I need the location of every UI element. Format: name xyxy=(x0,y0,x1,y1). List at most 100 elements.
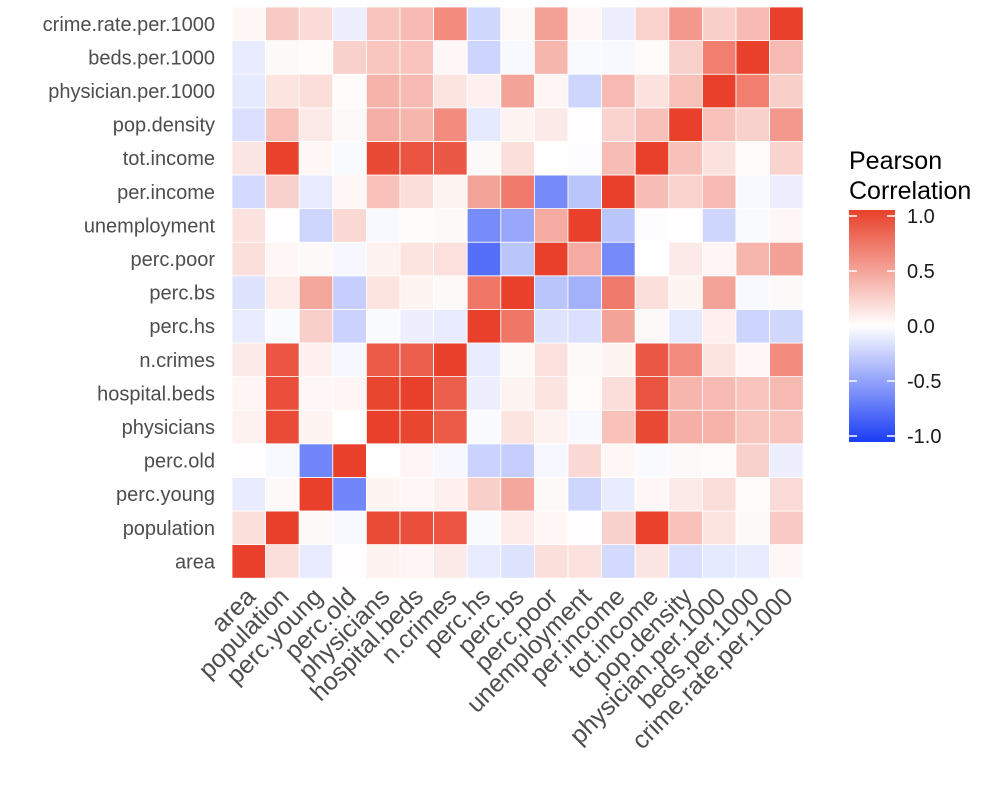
heatmap-cell-perc.bs-population xyxy=(265,275,300,310)
heatmap-cell-perc.old-beds.per.1000 xyxy=(735,443,770,478)
legend-title-line-2: Correlation xyxy=(849,177,971,205)
heatmap-cell-per.income-perc.bs xyxy=(500,174,535,209)
heatmap-cell-physicians-population xyxy=(265,409,300,445)
heatmap-cell-population-tot.income xyxy=(634,510,670,545)
heatmap-cell-hospital.beds-physicians xyxy=(365,376,401,411)
heatmap-cell-physician.per.1000-hospital.beds xyxy=(399,73,434,109)
heatmap-cell-perc.bs-hospital.beds xyxy=(399,275,434,310)
heatmap-cell-beds.per.1000-per.income xyxy=(601,40,636,75)
heatmap-cell-n.crimes-physician.per.1000 xyxy=(702,342,737,377)
heatmap-cell-physician.per.1000-unemployment xyxy=(567,73,602,109)
heatmap-cell-tot.income-perc.old xyxy=(332,140,367,176)
heatmap-cell-n.crimes-population xyxy=(265,342,300,377)
heatmap-cell-area-physician.per.1000 xyxy=(702,544,737,579)
heatmap-cell-tot.income-hospital.beds xyxy=(399,140,434,176)
heatmap-cell-beds.per.1000-perc.hs xyxy=(466,40,502,75)
heatmap-cell-perc.young-area xyxy=(231,476,266,512)
heatmap-cell-physicians-beds.per.1000 xyxy=(735,409,770,445)
heatmap-cell-hospital.beds-perc.bs xyxy=(500,376,535,411)
heatmap-cell-perc.young-physician.per.1000 xyxy=(702,476,737,512)
heatmap-cell-per.income-hospital.beds xyxy=(399,174,434,209)
heatmap-cell-population-perc.bs xyxy=(500,510,535,545)
heatmap-cell-n.crimes-hospital.beds xyxy=(399,342,434,377)
heatmap-cell-perc.poor-perc.old xyxy=(332,241,367,277)
heatmap-cell-area-population xyxy=(265,544,300,579)
heatmap-cell-hospital.beds-perc.hs xyxy=(466,376,502,411)
heatmap-cell-tot.income-perc.poor xyxy=(534,140,569,176)
heatmap-cell-perc.old-perc.bs xyxy=(500,443,535,478)
heatmap-cell-pop.density-n.crimes xyxy=(433,107,468,142)
heatmap-cell-perc.young-population xyxy=(265,476,300,512)
heatmap-cell-per.income-tot.income xyxy=(634,174,670,209)
heatmap-cell-unemployment-pop.density xyxy=(668,208,703,243)
heatmap-cell-hospital.beds-area xyxy=(231,376,266,411)
heatmap-cell-area-perc.poor xyxy=(534,544,569,579)
heatmap-cell-per.income-physician.per.1000 xyxy=(702,174,737,209)
heatmap-cell-perc.poor-hospital.beds xyxy=(399,241,434,277)
heatmap-cell-perc.old-perc.hs xyxy=(466,443,502,478)
heatmap-cell-perc.bs-perc.young xyxy=(298,275,334,310)
heatmap-cell-crime.rate.per.1000-population xyxy=(265,6,300,41)
heatmap-cell-tot.income-area xyxy=(231,140,266,176)
heatmap-cell-perc.bs-beds.per.1000 xyxy=(735,275,770,310)
heatmap-cell-tot.income-unemployment xyxy=(567,140,602,176)
heatmap-cell-area-perc.hs xyxy=(466,544,502,579)
heatmap-cell-perc.poor-perc.young xyxy=(298,241,334,277)
heatmap-cell-beds.per.1000-physician.per.1000 xyxy=(702,40,737,75)
heatmap-cell-per.income-perc.hs xyxy=(466,174,502,209)
heatmap-cell-crime.rate.per.1000-crime.rate.per.1000 xyxy=(769,6,804,41)
heatmap-cell-perc.bs-perc.old xyxy=(332,275,367,310)
heatmap-cell-area-crime.rate.per.1000 xyxy=(769,544,804,579)
y-tick-label: physicians xyxy=(122,417,215,439)
heatmap-cell-perc.hs-physician.per.1000 xyxy=(702,308,737,344)
heatmap-cell-n.crimes-pop.density xyxy=(668,342,703,377)
y-tick-label: perc.young xyxy=(116,484,215,506)
heatmap-cell-n.crimes-perc.hs xyxy=(466,342,502,377)
y-tick-label: n.crimes xyxy=(139,350,215,372)
heatmap-cell-area-beds.per.1000 xyxy=(735,544,770,579)
heatmap-cell-physician.per.1000-pop.density xyxy=(668,73,703,109)
heatmap-cell-perc.poor-unemployment xyxy=(567,241,602,277)
heatmap-cell-physicians-tot.income xyxy=(634,409,670,445)
heatmap-cell-perc.young-crime.rate.per.1000 xyxy=(769,476,804,512)
y-tick-label: perc.hs xyxy=(149,316,215,338)
heatmap-cell-pop.density-hospital.beds xyxy=(399,107,434,142)
heatmap-cell-perc.young-unemployment xyxy=(567,476,602,512)
heatmap-cell-perc.young-beds.per.1000 xyxy=(735,476,770,512)
heatmap-cell-pop.density-crime.rate.per.1000 xyxy=(769,107,804,142)
heatmap-cell-tot.income-crime.rate.per.1000 xyxy=(769,140,804,176)
heatmap-cell-area-hospital.beds xyxy=(399,544,434,579)
heatmap-cell-crime.rate.per.1000-perc.old xyxy=(332,6,367,41)
heatmap-cell-perc.young-perc.bs xyxy=(500,476,535,512)
heatmap-cell-beds.per.1000-tot.income xyxy=(634,40,670,75)
heatmap-cell-perc.young-perc.poor xyxy=(534,476,569,512)
heatmap-cell-perc.poor-physicians xyxy=(365,241,401,277)
heatmap-cell-perc.old-unemployment xyxy=(567,443,602,478)
heatmap-cell-unemployment-hospital.beds xyxy=(399,208,434,243)
heatmap-cell-hospital.beds-perc.young xyxy=(298,376,334,411)
heatmap-cell-hospital.beds-perc.old xyxy=(332,376,367,411)
heatmap-cell-population-area xyxy=(231,510,266,545)
heatmap-cell-crime.rate.per.1000-per.income xyxy=(601,6,636,41)
heatmap-cell-pop.density-physicians xyxy=(365,107,401,142)
heatmap-cell-crime.rate.per.1000-pop.density xyxy=(668,6,703,41)
heatmap-cell-physicians-perc.hs xyxy=(466,409,502,445)
heatmap-cell-pop.density-perc.hs xyxy=(466,107,502,142)
heatmap-cell-crime.rate.per.1000-area xyxy=(231,6,266,41)
heatmap-cells xyxy=(231,6,804,579)
heatmap-cell-per.income-n.crimes xyxy=(433,174,468,209)
heatmap-cell-physicians-perc.bs xyxy=(500,409,535,445)
heatmap-cell-perc.old-perc.young xyxy=(298,443,334,478)
heatmap-cell-crime.rate.per.1000-perc.bs xyxy=(500,6,535,41)
y-tick-label: area xyxy=(175,551,216,573)
heatmap-cell-unemployment-perc.poor xyxy=(534,208,569,243)
heatmap-cell-physician.per.1000-perc.poor xyxy=(534,73,569,109)
heatmap-cell-crime.rate.per.1000-n.crimes xyxy=(433,6,468,41)
heatmap-cell-physician.per.1000-perc.bs xyxy=(500,73,535,109)
heatmap-cell-tot.income-per.income xyxy=(601,140,636,176)
heatmap-cell-hospital.beds-pop.density xyxy=(668,376,703,411)
heatmap-cell-perc.hs-physicians xyxy=(365,308,401,344)
heatmap-cell-perc.old-crime.rate.per.1000 xyxy=(769,443,804,478)
y-tick-label: perc.bs xyxy=(149,283,215,305)
